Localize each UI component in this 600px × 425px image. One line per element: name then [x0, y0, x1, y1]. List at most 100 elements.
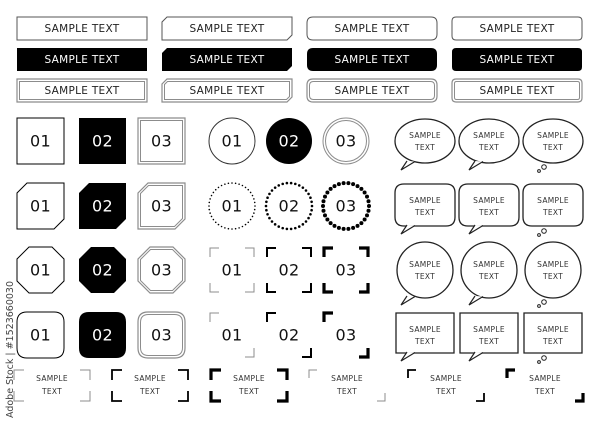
- dot: [325, 190, 330, 195]
- dot: [359, 186, 364, 191]
- dot: [301, 186, 305, 189]
- dot: [281, 182, 285, 186]
- dot: [212, 191, 215, 194]
- corner-bracket: [266, 283, 276, 293]
- dot: [208, 205, 210, 207]
- square-number-badge: 03: [137, 311, 186, 359]
- dot: [208, 201, 211, 204]
- banner-label: SAMPLE TEXT: [161, 78, 293, 103]
- corner-bracket: [111, 369, 122, 380]
- dot: [351, 182, 356, 187]
- banner-text: SAMPLE TEXT: [334, 85, 409, 97]
- square-number-badge: 02: [79, 312, 126, 358]
- banner-text: SAMPLE TEXT: [189, 54, 264, 66]
- bracket-text-line2: TEXT: [238, 387, 259, 396]
- badge-number: 02: [92, 197, 113, 216]
- speech-bubble: SAMPLE TEXT: [394, 183, 456, 235]
- dot: [238, 183, 240, 185]
- dot: [273, 223, 277, 226]
- banner-text: SAMPLE TEXT: [44, 85, 119, 97]
- bubble-tail: [468, 351, 484, 362]
- dot: [293, 182, 297, 186]
- bubble-body: [395, 312, 455, 354]
- banner-text: SAMPLE TEXT: [189, 85, 264, 97]
- dot: [346, 181, 351, 186]
- dot: [234, 227, 237, 230]
- bracket-label: SAMPLE TEXT: [209, 368, 289, 403]
- corner-bracket: [209, 368, 221, 380]
- speech-bubble: SAMPLE TEXT: [458, 183, 520, 235]
- bubble-tail: [468, 160, 484, 171]
- banner-label: SAMPLE TEXT: [16, 16, 148, 41]
- dot: [214, 221, 217, 224]
- badge-circle: [208, 117, 256, 165]
- bubble-text-line2: TEXT: [414, 272, 435, 281]
- square-number-badge: 01: [16, 311, 65, 359]
- dot: [209, 198, 211, 200]
- banner-text: SAMPLE TEXT: [479, 54, 554, 66]
- dot: [265, 208, 268, 212]
- banner-frame: [306, 78, 438, 103]
- corner-bracket: [266, 247, 276, 257]
- bubble-text-line1: SAMPLE: [409, 131, 441, 140]
- dot: [304, 189, 308, 192]
- bubble-text-line1: SAMPLE: [473, 196, 505, 205]
- corner-bracket: [277, 368, 289, 380]
- dot: [214, 188, 217, 191]
- bubble-text-line1: SAMPLE: [537, 325, 569, 334]
- dot: [341, 226, 346, 231]
- circle-number-badge: 01: [209, 312, 255, 358]
- badge-number: 03: [151, 197, 172, 216]
- dot: [328, 221, 333, 226]
- corner-bracket: [476, 393, 485, 402]
- bracket-label: SAMPLE TEXT: [505, 368, 585, 403]
- badge-number: 01: [222, 132, 243, 151]
- dot: [266, 196, 269, 199]
- bracket-label: SAMPLE TEXT: [13, 369, 91, 402]
- bubble-text-line1: SAMPLE: [473, 260, 505, 269]
- dot: [253, 198, 255, 200]
- bracket-text-line1: SAMPLE: [134, 374, 166, 383]
- badge-number: 01: [30, 132, 51, 151]
- bubble-text-line2: TEXT: [478, 208, 499, 217]
- square-number-badge: 03: [137, 182, 186, 230]
- dot: [322, 194, 327, 199]
- thought-bubble: SAMPLE TEXT: [523, 312, 583, 364]
- dot: [273, 186, 277, 189]
- dot: [209, 212, 211, 214]
- badge-frame: [16, 246, 65, 294]
- bubble-text-line2: TEXT: [478, 143, 499, 152]
- dot: [253, 212, 255, 214]
- bracket-text-line1: SAMPLE: [430, 374, 462, 383]
- corner-bracket: [245, 348, 255, 358]
- bubble-text-line1: SAMPLE: [537, 131, 569, 140]
- bubble-body: [460, 241, 518, 299]
- dot: [277, 225, 281, 228]
- banner-frame: [451, 78, 583, 103]
- bracket-text-line2: TEXT: [534, 387, 555, 396]
- dot: [301, 223, 305, 226]
- corner-bracket: [302, 348, 312, 358]
- corner-bracket: [80, 391, 91, 402]
- badge-frame-inner: [140, 249, 183, 291]
- dot: [249, 218, 252, 221]
- dot: [355, 223, 360, 228]
- banner-frame: [161, 16, 293, 41]
- speech-bubble: SAMPLE TEXT: [459, 312, 519, 362]
- badge-number: 03: [336, 132, 357, 151]
- dot: [285, 181, 289, 185]
- bubble-body: [524, 241, 582, 299]
- dot: [304, 220, 308, 223]
- dot: [328, 186, 333, 191]
- corner-bracket: [209, 391, 221, 403]
- badge-number: 01: [222, 197, 243, 216]
- banner-text: SAMPLE TEXT: [479, 85, 554, 97]
- badge-frame: [16, 311, 65, 359]
- banner-text: SAMPLE TEXT: [44, 23, 119, 35]
- square-number-badge: 02: [79, 183, 126, 229]
- corner-bracket: [13, 369, 24, 380]
- banner-frame: [16, 78, 148, 103]
- banner-frame: [452, 48, 582, 71]
- banner-frame-inner: [454, 81, 580, 100]
- square-number-badge: 01: [16, 246, 65, 294]
